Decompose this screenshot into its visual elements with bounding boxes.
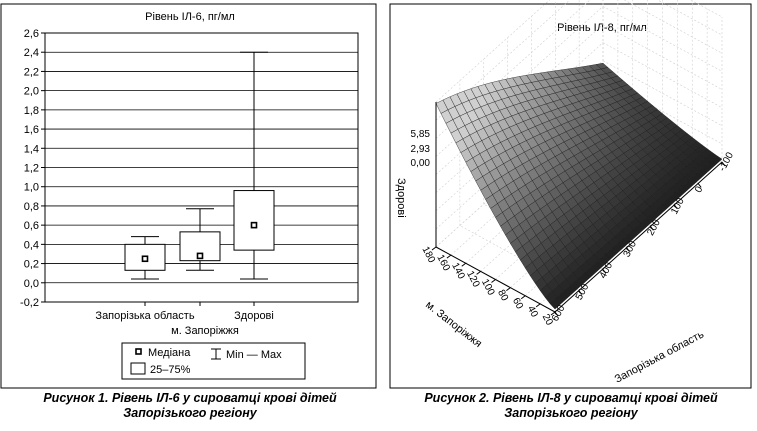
x-tick-mark <box>491 279 496 283</box>
y-tick-mark <box>554 311 559 317</box>
x-tick-mark <box>476 270 481 275</box>
x-tick-label: 20 <box>540 312 555 327</box>
y-tick-label: 0 <box>693 184 706 194</box>
legend-whisker-label: Min — Max <box>226 349 282 361</box>
y-tick-label: 2,2 <box>24 66 39 78</box>
y-tick-label: 1,6 <box>24 124 39 136</box>
y-tick-label: 0,0 <box>24 278 39 290</box>
median-marker <box>196 252 204 260</box>
caption-fig1-line2: Запорізького регіону <box>123 406 258 420</box>
box-series <box>124 51 275 280</box>
back-gridline <box>602 24 723 90</box>
box-chart-title: Рівень ІЛ-6, пг/мл <box>145 11 235 23</box>
surface-cell <box>549 297 563 310</box>
x-tick-mark <box>550 311 556 316</box>
x-axis: Запорізька область Здорові <box>95 302 274 322</box>
y-tick-label: 0,2 <box>24 259 39 271</box>
median-marker <box>141 255 149 263</box>
y-tick-mark <box>721 161 726 167</box>
surface-chart-frame <box>389 3 752 389</box>
surface-y-axis-label: Запорізька область <box>613 328 706 385</box>
y-axis-line <box>554 161 723 313</box>
y-tick-label: 1,4 <box>24 143 39 155</box>
x-category-label: Здорові <box>234 310 274 322</box>
x-tick-label: 40 <box>525 304 540 319</box>
legend-median-label: Медіана <box>148 347 191 359</box>
y-axis: -0,2 0,0 0,2 0,4 0,6 0,8 1,0 1,2 1,4 1,6 1,8 2,0 2,2… <box>20 28 359 309</box>
surface-x-axis-label: м. Запоріжжя <box>423 299 484 350</box>
legend-median-marker <box>135 348 142 355</box>
surface-mesh <box>435 62 723 310</box>
back-gridline <box>435 0 551 103</box>
y-tick-label: 0,6 <box>24 220 39 232</box>
z-axis-label: Здорові <box>395 178 407 218</box>
y-tick-label: 1,8 <box>24 105 39 117</box>
y-tick-label: 2,0 <box>24 86 39 98</box>
y-tick-mark <box>697 183 702 188</box>
box-0 <box>124 236 166 280</box>
x-tick-mark <box>535 303 541 308</box>
y-tick-label: 1,0 <box>24 182 39 194</box>
back-gridline <box>602 6 723 72</box>
box-1 <box>179 208 221 271</box>
box-chart: Рівень ІЛ-6, пг/мл -0,2 0,0 0,2 0,4 0,6 0,8 1,… <box>0 3 377 389</box>
y-tick-label: 2,6 <box>24 28 39 40</box>
x-tick-mark <box>461 262 467 267</box>
back-gridline <box>602 42 723 108</box>
y-tick-mark <box>578 290 583 295</box>
box-chart-frame <box>0 3 377 389</box>
back-gridline <box>602 60 723 127</box>
x-tick-mark <box>506 287 511 292</box>
surface-chart-title: Рівень ІЛ-8, пг/мл <box>557 22 647 34</box>
y-tick-mark <box>626 247 630 253</box>
x-tick-label: 80 <box>495 288 510 303</box>
caption-fig2-line2: Запорізького регіону <box>504 406 639 420</box>
box-2 <box>233 51 275 280</box>
iqr-box <box>233 190 275 251</box>
back-gridline <box>657 0 723 36</box>
legend-box-marker <box>130 362 146 375</box>
floor-gridline <box>459 225 580 291</box>
x-tick-mark <box>446 254 452 259</box>
caption-fig2-line1: Рисунок 2. Рівень ІЛ-8 у сироватці крові… <box>424 391 718 405</box>
legend-whisker-marker <box>211 348 221 360</box>
surface-chart: Рівень ІЛ-8, пг/мл 5,85 2,93 0,00 Здоров… <box>389 0 752 389</box>
legend-box-label: 25–75% <box>150 364 191 376</box>
x-tick-label: 60 <box>510 296 525 311</box>
y-tick-mark <box>650 225 654 231</box>
x-tick-mark <box>431 246 437 251</box>
z-tick-2: 0,00 <box>411 158 431 169</box>
back-gridline <box>623 0 723 54</box>
z-tick-0: 5,85 <box>411 129 431 140</box>
y-tick-mark <box>673 204 678 210</box>
y-tick-mark <box>602 268 607 274</box>
z-tick-1: 2,93 <box>411 144 431 155</box>
y-tick-label: 1,2 <box>24 163 39 175</box>
y-tick-label: -0,2 <box>20 297 39 309</box>
y-tick-label: -100 <box>717 150 736 173</box>
x-tick-mark <box>520 295 526 300</box>
box-chart-xlabel: м. Запоріжжя <box>171 325 239 337</box>
median-marker <box>250 221 258 229</box>
back-gridline <box>602 78 723 145</box>
y-tick-label: 2,4 <box>24 47 39 59</box>
caption-fig1-line1: Рисунок 1. Рівень ІЛ-6 у сироватці крові… <box>43 391 337 405</box>
x-category-label: Запорізька область <box>95 310 194 322</box>
back-gridline <box>690 0 723 18</box>
y-tick-label: 0,8 <box>24 201 39 213</box>
y-tick-label: 0,4 <box>24 239 39 251</box>
